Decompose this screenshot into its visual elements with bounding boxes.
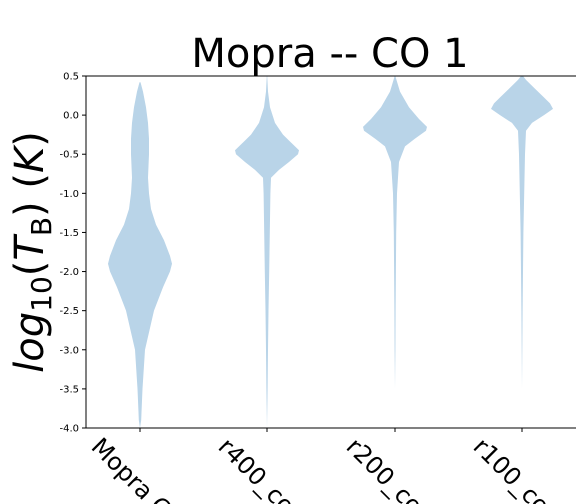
y-tick-label: -2.5 [59,306,79,317]
x-tick-label: Mopra CO 1 [86,432,206,504]
y-tick-label: -1.5 [59,228,79,239]
violin-body [108,82,172,428]
y-tick-label: -3.5 [59,384,79,395]
y-tick-label: -4.0 [59,424,79,435]
y-tick-label: -0.5 [59,150,79,161]
x-tick-label: r400_co [213,432,300,504]
y-axis-label: log10(TB) (K) [7,131,58,373]
y-tick-label: -1.0 [59,189,79,200]
violin-body [363,76,427,389]
x-axis: Mopra CO 1 r400_co r200_co r100_co [86,428,555,504]
x-tick-label: r200_co [341,432,428,504]
violin-group [108,76,553,428]
violin-body [235,76,299,428]
y-tick-label: 0.0 [63,111,79,122]
y-axis: 0.5 0.0 -0.5 -1.0 -1.5 -2.0 -2.5 -3.0 -3.5 -4.0 [59,72,86,435]
y-tick-label: -2.0 [59,267,79,278]
x-tick-label: r100_co [468,432,555,504]
y-tick-label: -3.0 [59,345,79,356]
violin-body [491,76,553,389]
chart-title: Mopra -- CO 1 [191,31,468,77]
y-tick-label: 0.5 [63,72,79,83]
